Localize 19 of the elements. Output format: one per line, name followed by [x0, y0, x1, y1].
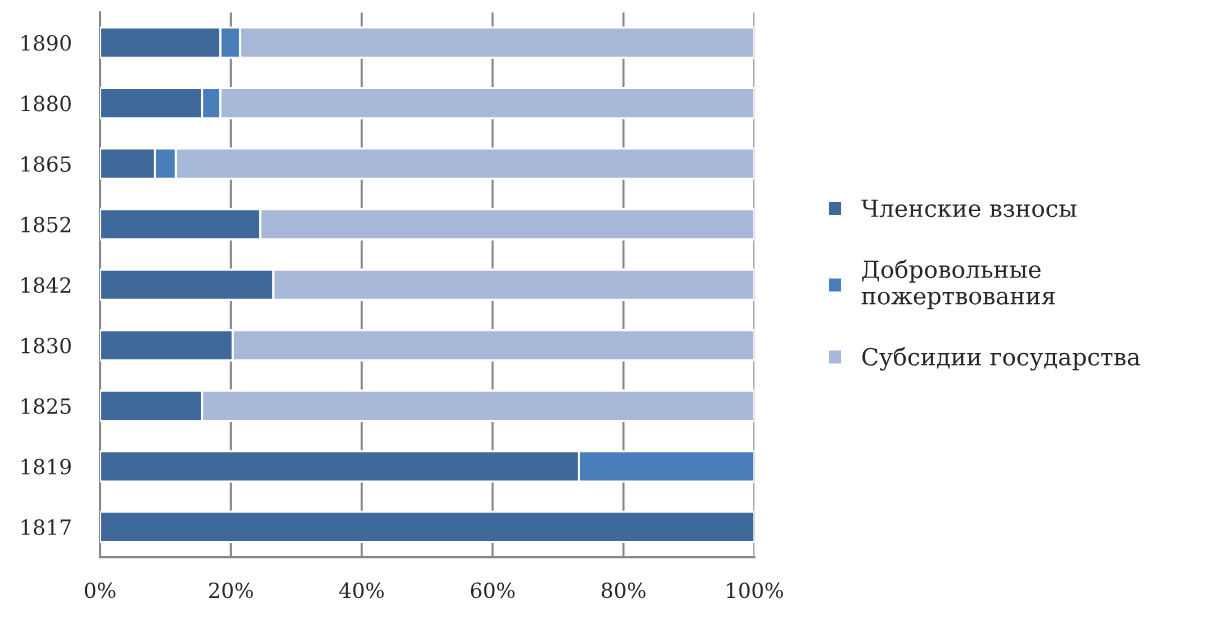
x-tick-label: 100% [727, 582, 783, 599]
y-tick-label: 1852 [21, 216, 71, 233]
x-tick-label: 80% [601, 582, 646, 599]
legend-label: Субсидии государства [862, 347, 1141, 371]
y-tick-label: 1842 [21, 277, 71, 293]
legend-label: Членские взносы [861, 199, 1077, 218]
y-tick-label: 1825 [21, 398, 71, 414]
y-tick-label: 1865 [21, 156, 71, 172]
y-tick-label: 1880 [21, 95, 71, 112]
x-tick-label: 40% [339, 582, 384, 599]
y-tick-label: 1817 [21, 519, 71, 536]
y-tick-label: 1890 [21, 35, 71, 51]
x-tick-label: 0% [84, 582, 116, 599]
bar [100, 510, 755, 544]
y-tick-label: 1830 [21, 337, 71, 354]
x-tick-label: 20% [209, 582, 253, 599]
legend-label: Добровольные пожертвования [861, 259, 1055, 310]
x-tick-label: 60% [470, 582, 515, 599]
y-tick-label: 1819 [21, 458, 71, 475]
